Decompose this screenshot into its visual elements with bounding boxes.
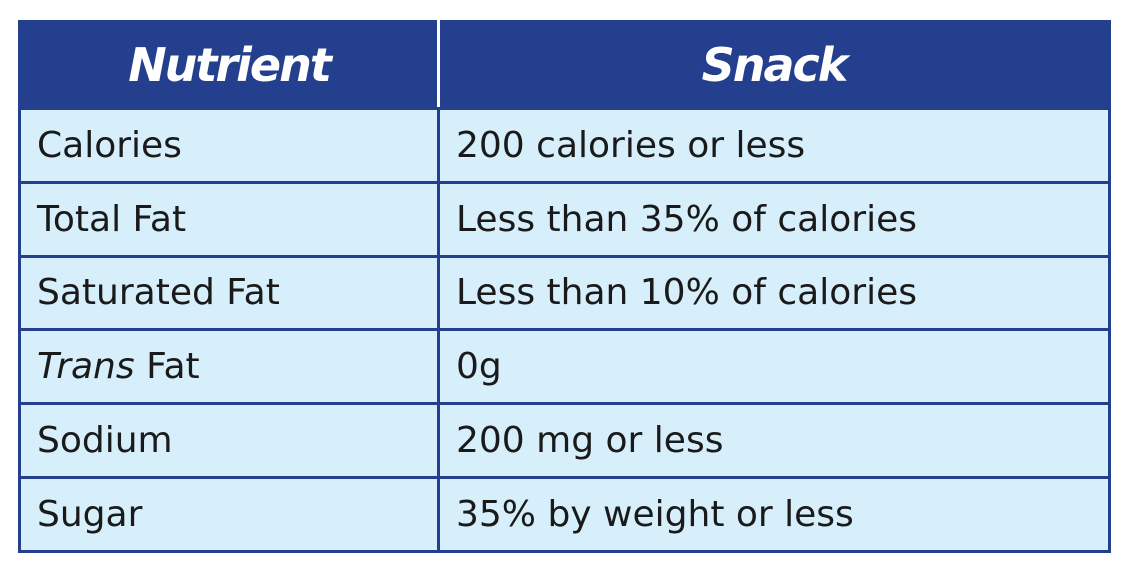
nutrient-cell: Sodium [18, 402, 440, 479]
table-header: Nutrient Snack [18, 20, 1111, 110]
snack-cell: Less than 10% of calories [437, 254, 1111, 332]
table-row: Sugar 35% by weight or less [18, 475, 1111, 553]
snack-cell: 200 mg or less [437, 402, 1111, 479]
table-body: Calories 200 calories or less Total Fat … [18, 107, 1111, 553]
nutrient-cell-rest: Fat [134, 346, 200, 388]
snack-cell: 200 calories or less [437, 107, 1111, 184]
table-row: Total Fat Less than 35% of calories [18, 180, 1111, 258]
table-row: Trans Fat 0g [18, 328, 1111, 406]
nutrient-cell-italic-part: Trans [37, 346, 135, 388]
nutrient-cell: Saturated Fat [18, 254, 440, 332]
nutrition-standards-table-container: Nutrient Snack Calories 200 calories or … [18, 20, 1111, 553]
table-row: Calories 200 calories or less [18, 107, 1111, 184]
nutrient-cell: Total Fat [18, 180, 440, 258]
table-row: Saturated Fat Less than 10% of calories [18, 254, 1111, 332]
column-header-nutrient: Nutrient [18, 20, 440, 110]
nutrient-cell: Trans Fat [18, 328, 440, 406]
nutrient-cell: Sugar [18, 475, 440, 553]
column-header-snack: Snack [437, 20, 1111, 110]
snack-cell: 35% by weight or less [437, 475, 1111, 553]
header-row: Nutrient Snack [18, 20, 1111, 110]
snack-cell: 0g [437, 328, 1111, 406]
nutrient-cell: Calories [18, 107, 440, 184]
snack-cell: Less than 35% of calories [437, 180, 1111, 258]
table-row: Sodium 200 mg or less [18, 402, 1111, 479]
nutrition-standards-table: Nutrient Snack Calories 200 calories or … [18, 20, 1111, 553]
